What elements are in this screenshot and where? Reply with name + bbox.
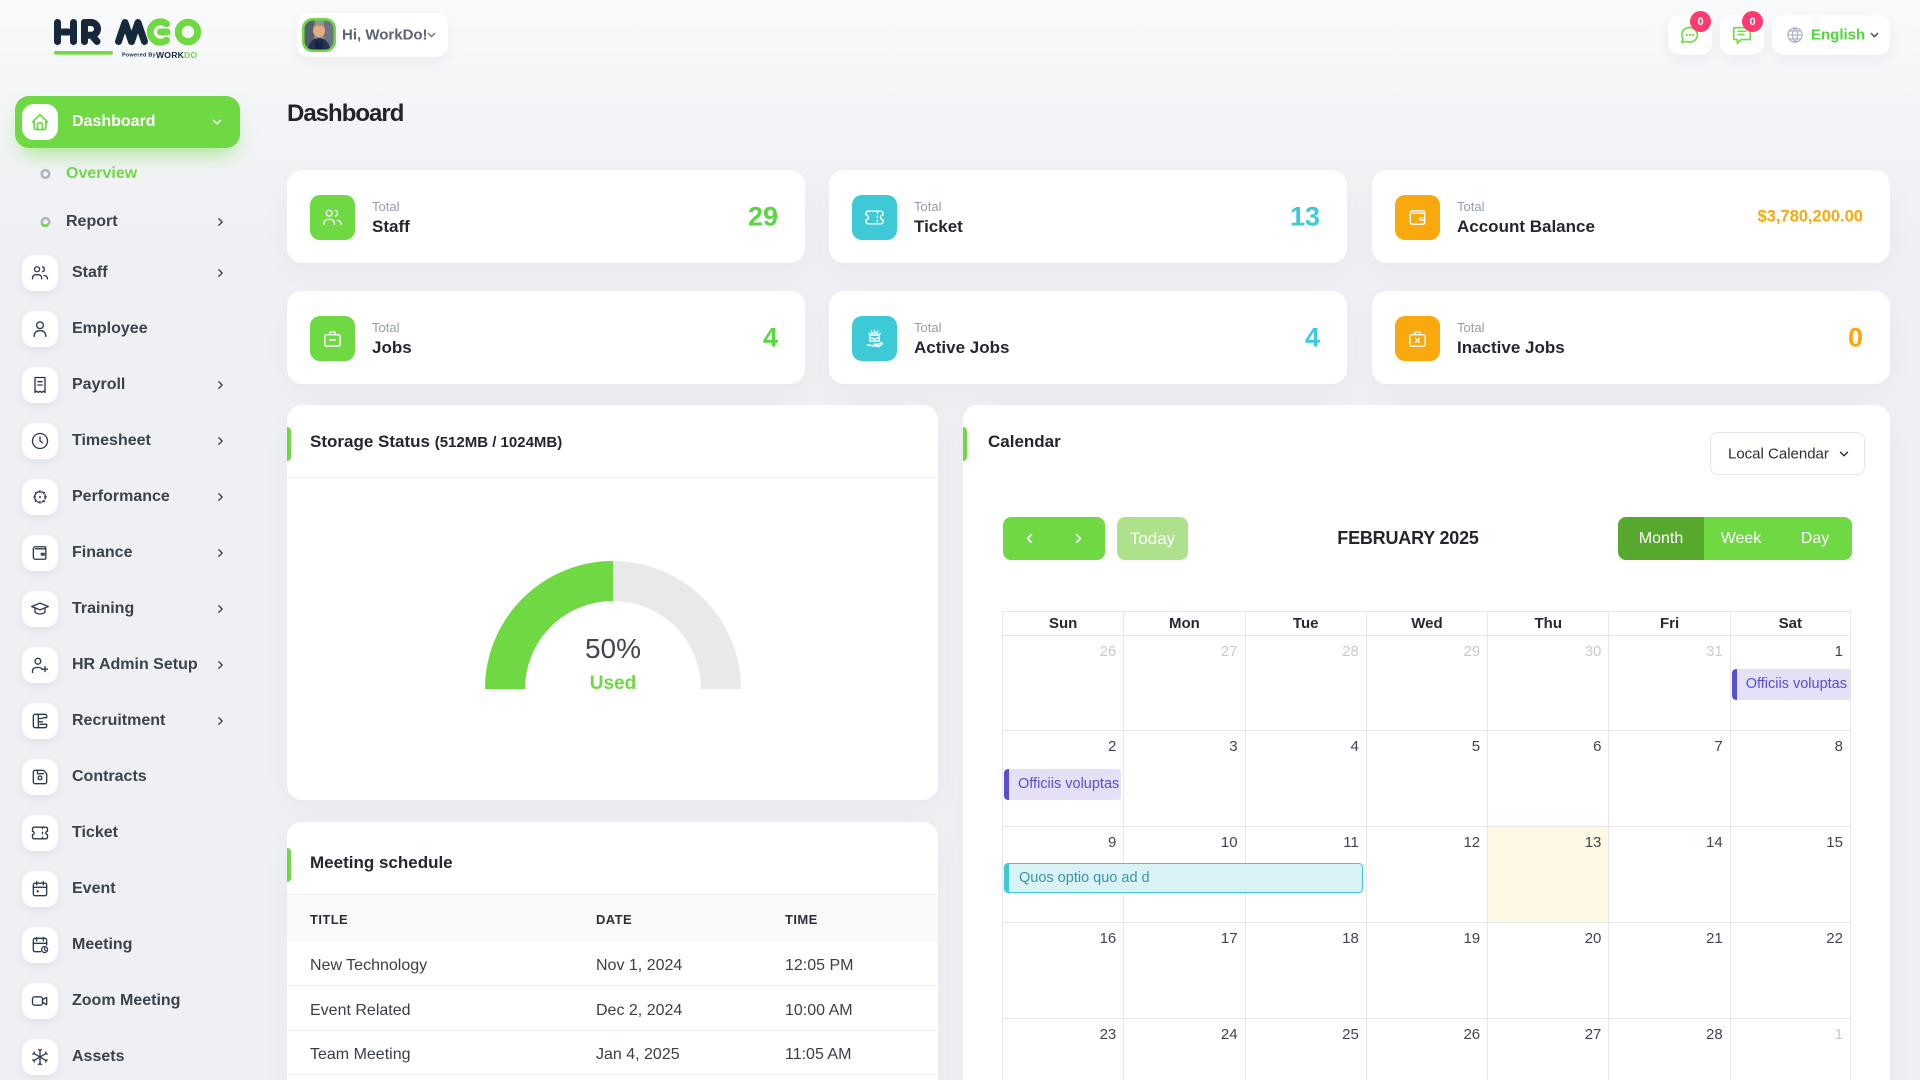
- svg-text:Used: Used: [590, 673, 636, 694]
- svg-text:50%: 50%: [585, 633, 641, 664]
- svg-text:WORKDO: WORKDO: [156, 50, 197, 60]
- svg-text:Powered By: Powered By: [122, 53, 156, 59]
